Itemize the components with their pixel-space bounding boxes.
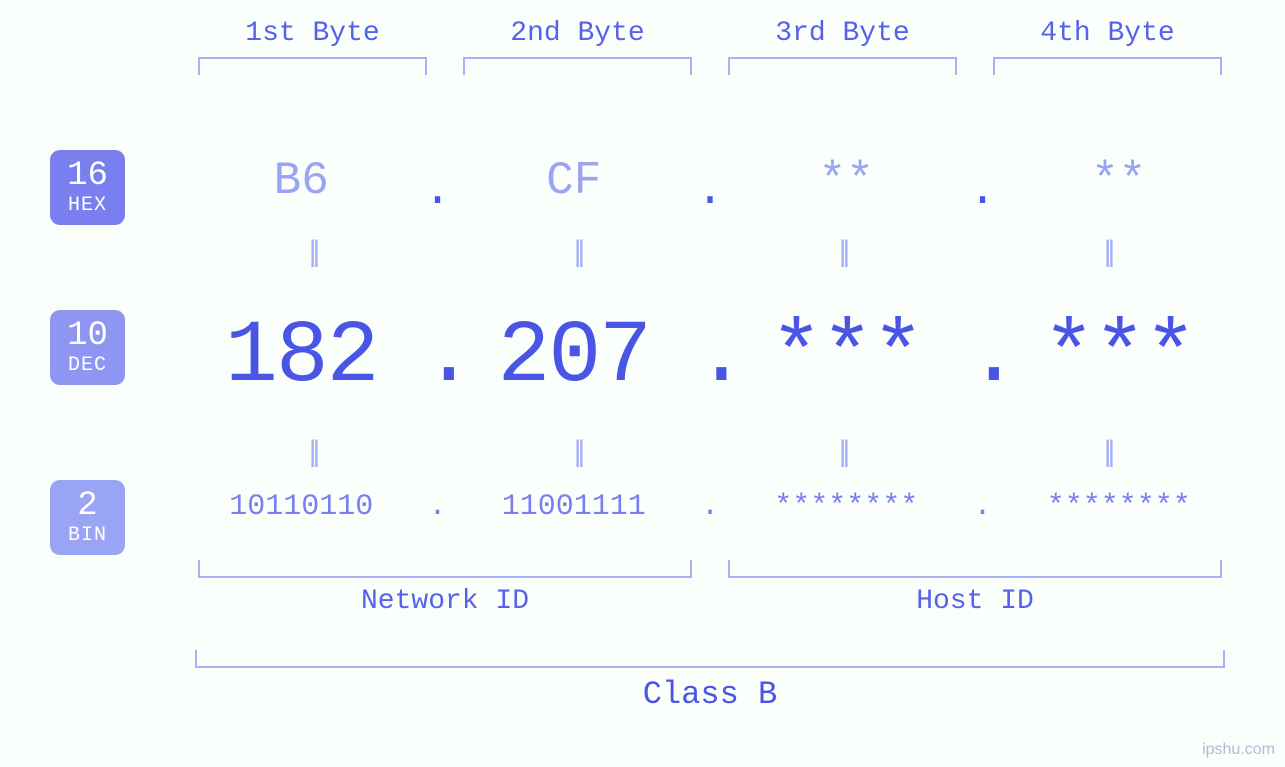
eq-2-4: || <box>975 435 1240 469</box>
eq-2-1: || <box>180 435 445 469</box>
network-id-label: Network ID <box>180 586 710 617</box>
dec-byte-3: *** <box>725 308 968 407</box>
bin-dot-2: . <box>695 490 725 524</box>
bracket-down-1 <box>198 57 427 75</box>
badge-bin-name: BIN <box>50 525 125 547</box>
hex-row: B6 . CF . ** . ** <box>180 155 1240 207</box>
byte-4-label: 4th Byte <box>975 18 1240 49</box>
badge-dec: 10 DEC <box>50 310 125 385</box>
bin-row: 10110110 . 11001111 . ******** . *******… <box>180 490 1240 524</box>
bracket-up-network <box>198 560 692 578</box>
hex-dot-1: . <box>423 165 453 217</box>
badge-hex-name: HEX <box>50 195 125 217</box>
bracket-up-host <box>728 560 1222 578</box>
badge-hex: 16 HEX <box>50 150 125 225</box>
hex-dot-3: . <box>968 165 998 217</box>
class-row: Class B <box>180 650 1240 713</box>
hex-byte-4: ** <box>998 155 1241 207</box>
id-row: Network ID Host ID <box>180 560 1240 617</box>
dec-byte-4: *** <box>998 308 1241 407</box>
eq-1-3: || <box>710 235 975 269</box>
bin-dot-3: . <box>968 490 998 524</box>
hex-dot-2: . <box>695 165 725 217</box>
bracket-down-4 <box>993 57 1222 75</box>
dec-dot-1: . <box>423 308 453 407</box>
eq-row-2: || || || || <box>180 435 1240 469</box>
dec-dot-3: . <box>968 308 998 407</box>
hex-byte-1: B6 <box>180 155 423 207</box>
bracket-up-class <box>195 650 1225 668</box>
bracket-down-2 <box>463 57 692 75</box>
ip-diagram: 16 HEX 10 DEC 2 BIN 1st Byte 2nd Byte 3r… <box>0 0 1285 767</box>
dec-byte-1: 182 <box>180 308 423 407</box>
bin-byte-2: 11001111 <box>453 490 696 524</box>
badge-dec-num: 10 <box>50 318 125 355</box>
bin-byte-4: ******** <box>998 490 1241 524</box>
eq-1-4: || <box>975 235 1240 269</box>
badge-dec-name: DEC <box>50 355 125 377</box>
byte-headers: 1st Byte 2nd Byte 3rd Byte 4th Byte <box>180 18 1240 75</box>
eq-1-2: || <box>445 235 710 269</box>
byte-2-label: 2nd Byte <box>445 18 710 49</box>
eq-1-1: || <box>180 235 445 269</box>
class-label: Class B <box>180 676 1240 713</box>
badge-bin-num: 2 <box>50 488 125 525</box>
bin-byte-1: 10110110 <box>180 490 423 524</box>
watermark: ipshu.com <box>1202 741 1275 759</box>
bin-dot-1: . <box>423 490 453 524</box>
host-id-label: Host ID <box>710 586 1240 617</box>
badge-hex-num: 16 <box>50 158 125 195</box>
byte-3-label: 3rd Byte <box>710 18 975 49</box>
badge-bin: 2 BIN <box>50 480 125 555</box>
dec-dot-2: . <box>695 308 725 407</box>
bracket-down-3 <box>728 57 957 75</box>
dec-byte-2: 207 <box>453 308 696 407</box>
eq-2-2: || <box>445 435 710 469</box>
eq-row-1: || || || || <box>180 235 1240 269</box>
dec-row: 182 . 207 . *** . *** <box>180 308 1240 407</box>
byte-1-label: 1st Byte <box>180 18 445 49</box>
hex-byte-2: CF <box>453 155 696 207</box>
hex-byte-3: ** <box>725 155 968 207</box>
bin-byte-3: ******** <box>725 490 968 524</box>
eq-2-3: || <box>710 435 975 469</box>
